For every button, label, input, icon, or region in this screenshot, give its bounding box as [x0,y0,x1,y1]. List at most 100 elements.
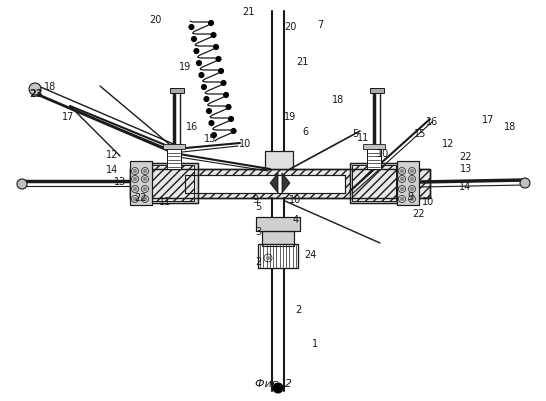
Text: 14: 14 [459,182,471,192]
Bar [130,162,152,205]
Circle shape [211,33,216,38]
Text: 10: 10 [289,194,301,205]
Circle shape [204,97,209,102]
Text: 10: 10 [239,139,251,149]
Bar [265,152,293,170]
Text: 2: 2 [255,256,261,266]
Text: 17: 17 [62,112,74,122]
Circle shape [218,69,223,74]
Bar [163,145,185,150]
Text: 13: 13 [460,164,472,174]
Text: 3: 3 [255,227,261,237]
Circle shape [194,49,199,55]
Circle shape [144,198,146,201]
Circle shape [211,133,216,138]
Text: 10: 10 [422,196,434,207]
Text: 12: 12 [442,139,454,149]
Polygon shape [282,174,290,194]
Text: 2: 2 [295,304,301,314]
Text: 4: 4 [293,215,299,225]
Circle shape [209,121,214,126]
Circle shape [221,81,226,86]
Bar [258,244,298,268]
Circle shape [273,383,283,393]
Text: 11: 11 [357,133,369,143]
Circle shape [266,257,270,260]
Circle shape [401,188,403,191]
Circle shape [192,37,197,43]
Text: 17: 17 [482,115,494,125]
Bar [265,152,293,170]
Bar [167,148,181,170]
Text: Фиг. 2: Фиг. 2 [254,378,292,388]
Bar [350,164,400,203]
Bar [185,176,345,194]
Circle shape [29,84,41,96]
Text: 1: 1 [312,338,318,348]
Bar [352,166,396,201]
Bar [148,164,198,203]
Circle shape [206,109,211,114]
Text: 20: 20 [149,15,161,25]
Bar [262,231,294,246]
Text: 24: 24 [304,249,316,259]
Circle shape [189,26,194,30]
Circle shape [134,170,136,173]
Bar [152,166,194,201]
Text: 18: 18 [332,95,344,105]
Bar [130,162,152,205]
Bar [256,217,300,231]
Text: 19: 19 [284,112,296,122]
Text: 9: 9 [252,194,258,205]
Circle shape [144,170,146,173]
Text: 7: 7 [317,20,323,30]
Bar [258,244,298,268]
Circle shape [197,61,201,67]
Circle shape [213,45,218,51]
Text: 21: 21 [296,57,308,67]
Text: 23: 23 [29,89,43,99]
Text: 10: 10 [377,149,389,159]
Circle shape [401,170,403,173]
Text: 12: 12 [106,150,118,160]
Text: 16: 16 [426,117,438,127]
Circle shape [401,178,403,181]
Text: 5: 5 [255,201,261,211]
Circle shape [199,73,204,78]
Circle shape [520,178,530,188]
Bar [350,164,400,203]
Bar [167,148,181,170]
Bar [256,217,300,231]
Bar [170,89,184,94]
Bar [370,89,384,94]
Text: 22: 22 [134,192,146,203]
Circle shape [229,117,234,122]
Bar [262,231,294,246]
Circle shape [411,188,413,191]
Circle shape [401,198,403,201]
Circle shape [231,129,236,134]
Circle shape [144,188,146,191]
Text: 11: 11 [159,196,171,207]
Bar [397,162,419,205]
Circle shape [209,21,213,26]
Text: 20: 20 [284,22,296,32]
Text: 16: 16 [186,122,198,132]
Bar [130,170,430,198]
Text: 22: 22 [412,209,424,219]
Circle shape [411,178,413,181]
Bar [363,145,385,150]
Polygon shape [270,174,278,194]
Text: 15: 15 [204,134,216,144]
Circle shape [411,170,413,173]
Text: 19: 19 [179,62,191,72]
Bar [185,176,345,194]
Text: 13: 13 [114,176,126,186]
Circle shape [134,198,136,201]
Circle shape [226,105,231,110]
Circle shape [144,178,146,181]
Text: 18: 18 [44,82,56,92]
Text: 9: 9 [407,192,413,201]
Text: 18: 18 [504,122,516,132]
Circle shape [411,198,413,201]
